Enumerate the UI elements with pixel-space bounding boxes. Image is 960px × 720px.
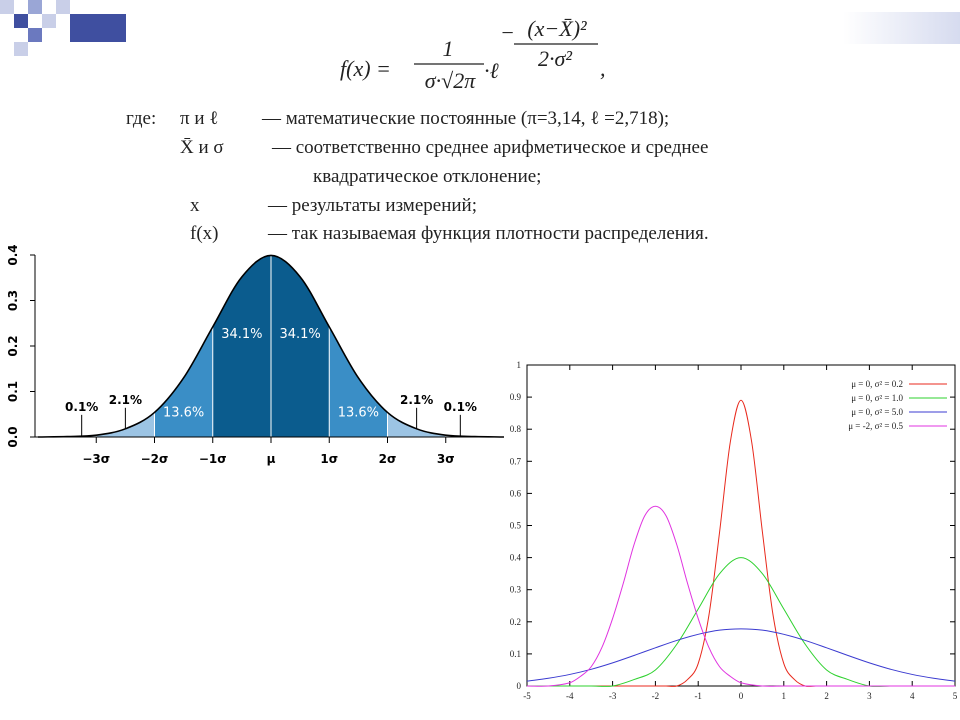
density-chart: -5 -4 -3 -2 -1 0 1 2 3 4 5 0 0.1 0.2 0.3 0.4 0.5 0.6 0.7 0.… (510, 360, 958, 701)
band-label: 34.1% (279, 327, 320, 342)
y-tick-label: 0.2 (510, 617, 521, 627)
term: f(x) (190, 223, 218, 244)
intro: где: (126, 108, 156, 129)
x-tick-label: 5 (953, 691, 958, 701)
band-label: 2.1% (400, 393, 433, 407)
normal-chart: 0.1% 2.1% 13.6% 34.1% 34.1% 13.6% 2.1% 0.1% 0.0 0… (6, 244, 505, 466)
y-tick-label: 0.4 (6, 244, 20, 265)
x-tick-label: 1σ (320, 452, 338, 466)
y-tick-label: 0.4 (510, 553, 522, 563)
x-tick-label: −3σ (82, 452, 110, 466)
formula-exp-numerator: (x−X̄)² (527, 16, 587, 41)
y-tick-label: 0.8 (510, 424, 522, 434)
definition: — результаты измерений; (267, 195, 477, 216)
formula-tail: , (600, 56, 606, 81)
formula-exp-denominator: 2·σ² (538, 46, 572, 71)
y-tick-label: 1 (517, 360, 522, 370)
y-tick-label: 0.3 (510, 585, 522, 595)
y-tick-label: 0.7 (510, 456, 522, 466)
band-label: 0.1% (444, 400, 477, 414)
y-tick-label: 0.0 (6, 426, 20, 447)
definition: — так называемая функция плотности распр… (267, 223, 709, 244)
y-tick-label: 0.6 (510, 488, 522, 498)
y-tick-label: 0.1 (510, 649, 521, 659)
definition: — соответственно среднее арифметическое … (271, 137, 708, 158)
curve (37, 254, 505, 438)
legend-label: μ = 0, σ² = 5.0 (851, 407, 903, 417)
x-tick-label: 2σ (379, 452, 397, 466)
x-tick-label: -2 (652, 691, 660, 701)
y-tick-label: 0.3 (6, 290, 20, 311)
series-line (526, 628, 956, 682)
definition: квадратическое отклонение; (313, 166, 541, 187)
x-tick-label: 3 (867, 691, 872, 701)
x-tick-label: −2σ (141, 452, 169, 466)
x-tick-label: 0 (739, 691, 744, 701)
legend-label: μ = -2, σ² = 0.5 (848, 421, 903, 431)
series-line (527, 399, 955, 687)
band-label: 13.6% (163, 406, 204, 421)
band-label: 0.1% (65, 400, 98, 414)
legend-label: μ = 0, σ² = 1.0 (851, 393, 903, 403)
formula-numerator: 1 (443, 36, 454, 61)
legend-label: μ = 0, σ² = 0.2 (851, 379, 903, 389)
x-tick-label: -4 (566, 691, 574, 701)
y-tick-label: 0.2 (6, 335, 20, 356)
band-label: 34.1% (221, 327, 262, 342)
x-tick-label: −1σ (199, 452, 227, 466)
x-tick-label: 1 (782, 691, 787, 701)
x-tick-label: 3σ (437, 452, 455, 466)
term: X̄ и σ (180, 137, 224, 158)
definition: — математические постоянные (π=3,14, ℓ =… (261, 108, 669, 129)
y-tick-label: 0 (517, 681, 522, 691)
x-tick-label: -1 (694, 691, 702, 701)
x-tick-label: μ (267, 452, 276, 466)
y-tick-label: 0.9 (510, 392, 522, 402)
formula-denominator: σ·√2π (425, 68, 476, 93)
term: x (190, 195, 200, 216)
formula-lhs: f(x) = (340, 56, 391, 81)
formula-exp-sign: − (500, 20, 515, 45)
decoration (0, 0, 960, 56)
x-tick-label: -5 (523, 691, 531, 701)
definitions: где: π и ℓ — математические постоянные (… (126, 108, 709, 244)
y-tick-label: 0.1 (6, 381, 20, 402)
formula-base: ·ℓ (484, 58, 500, 83)
band-label: 13.6% (338, 406, 379, 421)
formula: f(x) = 1 σ·√2π ·ℓ − (x−X̄)² 2·σ² , (340, 16, 606, 93)
x-tick-label: 2 (824, 691, 829, 701)
y-tick-label: 0.5 (510, 521, 522, 531)
x-tick-label: -3 (609, 691, 617, 701)
x-tick-label: 4 (910, 691, 915, 701)
series-line (526, 505, 955, 687)
term: π и ℓ (180, 108, 218, 129)
band-label: 2.1% (109, 393, 142, 407)
